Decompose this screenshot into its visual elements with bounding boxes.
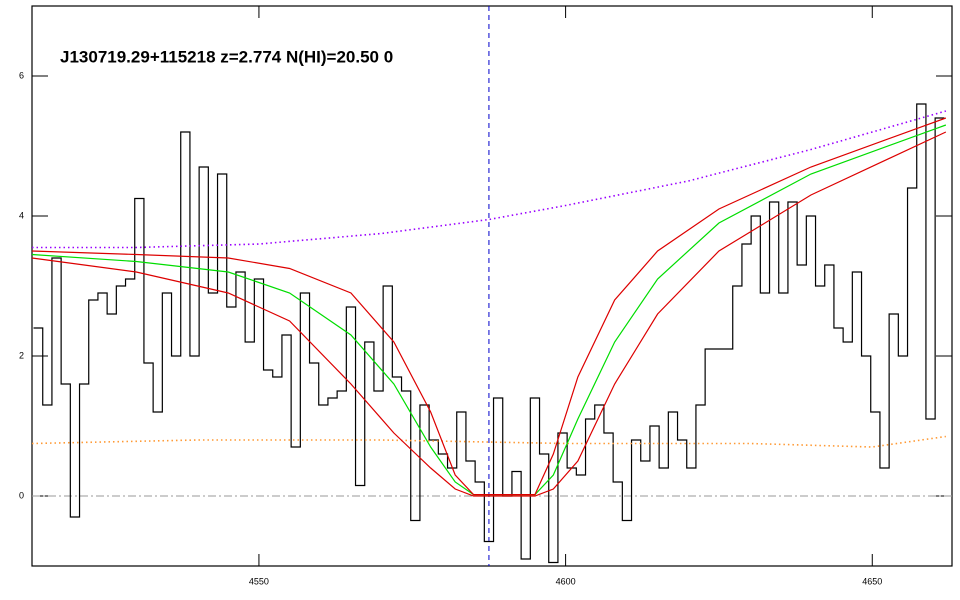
- model-line: [31, 131, 947, 497]
- model-line: [31, 117, 947, 496]
- chart-title: J130719.29+115218 z=2.774 N(HI)=20.50 0: [60, 47, 393, 66]
- y-tick-label: 6: [19, 70, 24, 80]
- x-tick-label: 4550: [249, 576, 269, 586]
- spectrum-line: [33, 103, 945, 564]
- model-line: [32, 110, 947, 249]
- x-tick-label: 4600: [556, 576, 576, 586]
- y-tick-label: 4: [19, 210, 24, 220]
- x-tick-label: 4650: [862, 576, 882, 586]
- y-tick-label: 0: [19, 490, 24, 500]
- y-tick-label: 2: [19, 350, 24, 360]
- plot-frame: [31, 5, 953, 567]
